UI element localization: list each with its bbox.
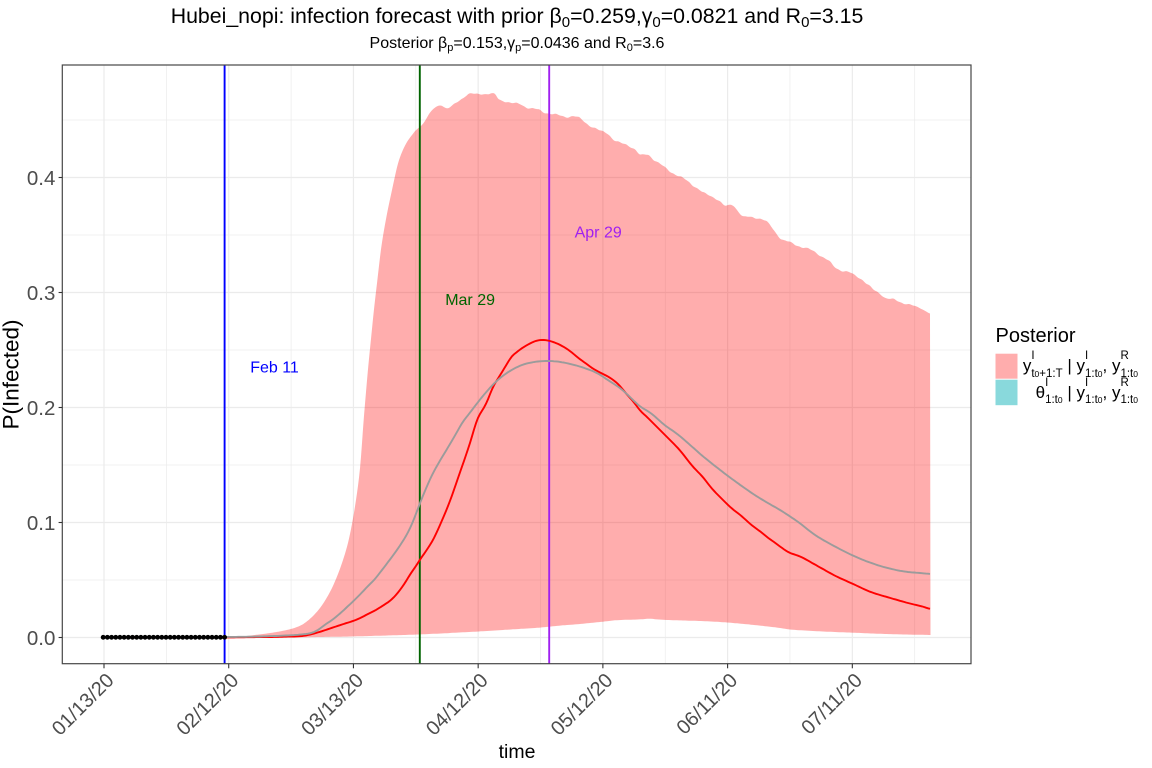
svg-text:0.1: 0.1 bbox=[27, 512, 56, 535]
svg-text:07/11/20: 07/11/20 bbox=[797, 669, 867, 739]
svg-text:time: time bbox=[499, 741, 536, 763]
svg-text:05/12/20: 05/12/20 bbox=[547, 669, 618, 740]
svg-text:Feb 11: Feb 11 bbox=[250, 359, 299, 376]
svg-text:Apr 29: Apr 29 bbox=[575, 225, 622, 242]
svg-text:Posterior: Posterior bbox=[996, 325, 1076, 347]
svg-text:Mar 29: Mar 29 bbox=[445, 292, 495, 309]
svg-text:0.4: 0.4 bbox=[27, 167, 56, 190]
svg-text:03/13/20: 03/13/20 bbox=[297, 669, 368, 740]
svg-text:01/13/20: 01/13/20 bbox=[48, 669, 119, 740]
svg-text:Hubei_nopi: infection forecast: Hubei_nopi: infection forecast with prio… bbox=[171, 4, 864, 31]
svg-text:P(Infected): P(Infected) bbox=[0, 319, 24, 429]
svg-text:0.3: 0.3 bbox=[27, 282, 56, 305]
svg-text:04/12/20: 04/12/20 bbox=[422, 669, 493, 740]
svg-text:0.2: 0.2 bbox=[27, 397, 56, 420]
svg-text:0.0: 0.0 bbox=[27, 627, 56, 650]
svg-text:Posterior βp=0.153,γp=0.0436 a: Posterior βp=0.153,γp=0.0436 and R0=3.6 bbox=[370, 35, 665, 54]
svg-text:06/11/20: 06/11/20 bbox=[673, 669, 743, 739]
svg-text:02/12/20: 02/12/20 bbox=[173, 669, 244, 740]
